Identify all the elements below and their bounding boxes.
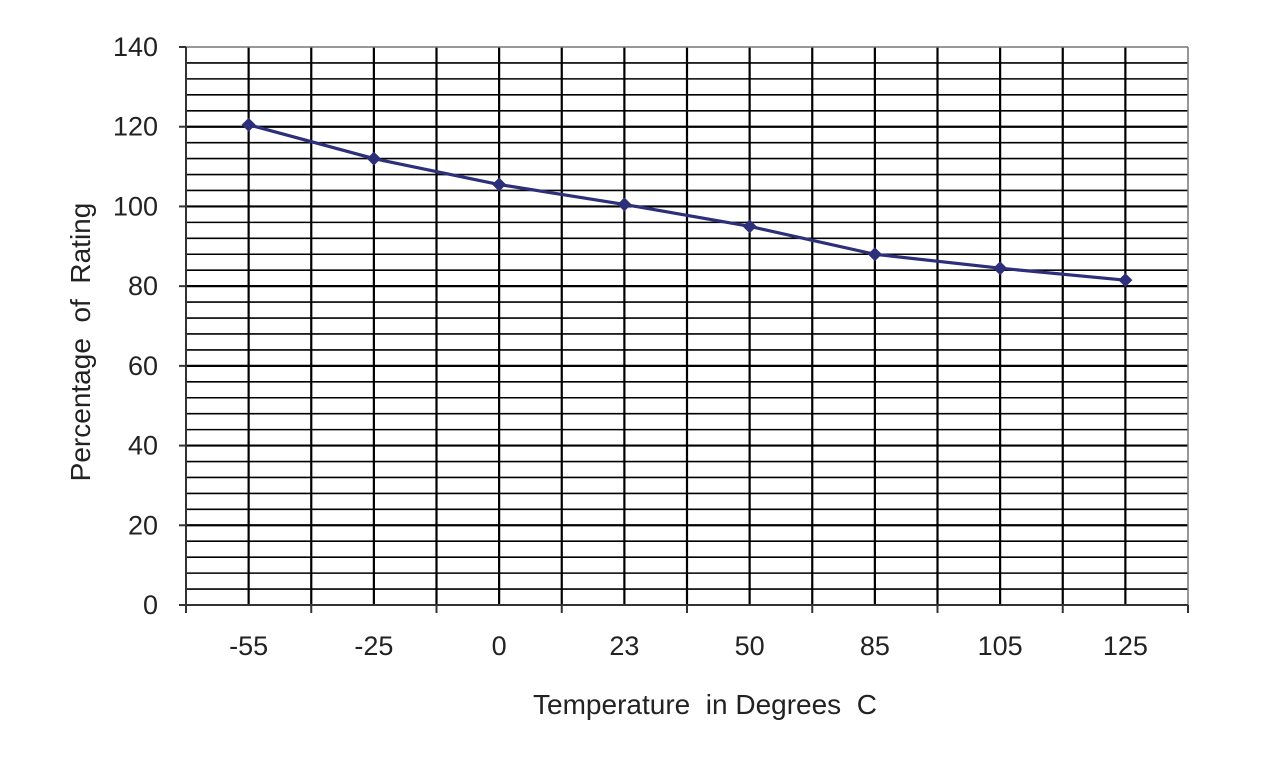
data-point-marker: [1118, 273, 1133, 288]
data-point-marker: [742, 219, 757, 234]
y-tick-label: 60: [128, 351, 158, 381]
series-line-group: [241, 117, 1133, 288]
x-tick-label: -25: [354, 631, 393, 661]
x-axis-title: Temperature in Degrees C: [533, 689, 877, 720]
y-tick-label: 100: [113, 191, 158, 221]
data-point-marker: [993, 261, 1008, 276]
y-tick-label: 0: [143, 590, 158, 620]
y-tick-label: 140: [113, 32, 158, 62]
x-tick-label: 105: [978, 631, 1023, 661]
y-tick-label: 80: [128, 271, 158, 301]
x-tick-label: 85: [860, 631, 890, 661]
data-point-marker: [366, 151, 381, 166]
x-tick-labels: -55 -25 0 23 50 85 105 125: [229, 631, 1148, 661]
y-tick-label: 40: [128, 431, 158, 461]
data-point-marker: [492, 177, 507, 192]
axes: [179, 46, 1189, 613]
y-tick-labels: 0 20 40 60 80 100 120 140: [113, 32, 158, 620]
x-tick-label: 23: [609, 631, 639, 661]
y-tick-label: 120: [113, 112, 158, 142]
x-tick-label: 0: [492, 631, 507, 661]
grid-lines: [186, 47, 1188, 605]
x-tick-label: -55: [229, 631, 268, 661]
x-tick-label: 50: [735, 631, 765, 661]
x-tick-label: 125: [1103, 631, 1148, 661]
data-point-marker: [867, 247, 882, 262]
y-axis-title: Percentage of Rating: [65, 203, 96, 482]
series-line: [248, 123, 1126, 282]
y-tick-label: 20: [128, 510, 158, 540]
data-point-marker: [241, 117, 256, 132]
data-point-marker: [617, 197, 632, 212]
